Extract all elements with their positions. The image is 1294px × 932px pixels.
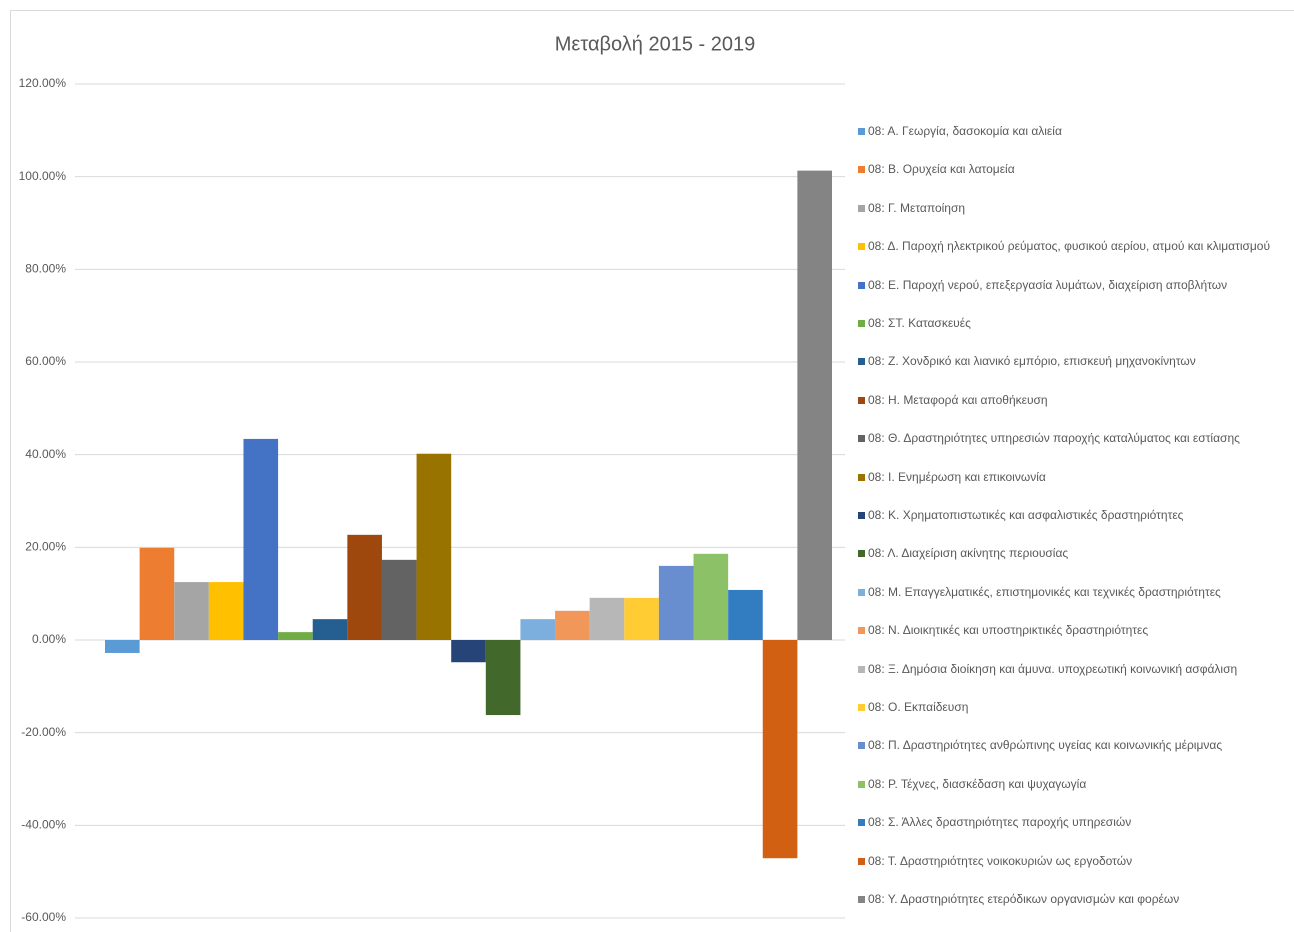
bar [105, 640, 140, 653]
bar [139, 547, 175, 640]
legend-swatch [858, 704, 865, 711]
bar [728, 589, 763, 640]
legend-item: 08: Α. Γεωργία, δασοκομία και αλιεία [858, 124, 1292, 139]
legend-swatch [858, 320, 865, 327]
legend-label: 08: Ε. Παροχή νερού, επεξεργασία λυμάτων… [868, 277, 1228, 292]
legend-item: 08: Ε. Παροχή νερού, επεξεργασία λυμάτων… [858, 278, 1292, 293]
legend-label: 08: Ξ. Δημόσια διοίκηση και άμυνα. υποχρ… [868, 661, 1238, 676]
legend-item: 08: Θ. Δραστηριότητες υπηρεσιών παροχής … [858, 431, 1292, 446]
legend-swatch [858, 166, 865, 174]
legend-label: 08: Β. Ορυχεία και λατομεία [868, 162, 1015, 177]
legend-label: 08: Δ. Παροχή ηλεκτρικού ρεύματος, φυσικ… [868, 239, 1271, 254]
bar [278, 632, 313, 640]
legend-label: 08: Μ. Επαγγελματικές, επιστημονικές και… [868, 584, 1221, 599]
legend-label: 08: Ο. Εκπαίδευση [868, 700, 969, 714]
bar [485, 640, 521, 716]
chart-title: Μεταβολή 2015 - 2019 [555, 33, 755, 55]
legend-label: 08: Γ. Μεταποίηση [868, 200, 966, 215]
legend-swatch [858, 204, 865, 212]
y-tick-label: 20.00% [25, 540, 66, 554]
legend-item: 08: Ν. Διοικητικές και υποστηρικτικές δρ… [858, 623, 1292, 638]
bar [208, 582, 244, 640]
legend-label: 08: Ν. Διοικητικές και υποστηρικτικές δρ… [868, 623, 1149, 638]
legend-item: 08: Δ. Παροχή ηλεκτρικού ρεύματος, φυσικ… [858, 239, 1292, 254]
legend-item: 08: Υ. Δραστηριότητες ετερόδικων οργανισ… [858, 892, 1292, 907]
y-tick-label: -40.00% [21, 818, 66, 832]
legend-item: 08: Π. Δραστηριότητες ανθρώπινης υγείας … [858, 738, 1292, 753]
y-tick-label: -20.00% [21, 725, 66, 739]
legend-label: 08: Θ. Δραστηριότητες υπηρεσιών παροχής … [868, 431, 1240, 446]
legend-swatch [858, 627, 865, 635]
legend-swatch [858, 665, 865, 673]
legend-swatch [858, 512, 865, 519]
legend-swatch [858, 473, 865, 481]
bar [312, 619, 348, 640]
legend-swatch [858, 396, 865, 404]
legend-item: 08: ΣΤ. Κατασκευές [858, 316, 1292, 331]
bar [174, 582, 209, 640]
legend-item: 08: Ι. Ενημέρωση και επικοινωνία [858, 470, 1292, 485]
legend-swatch [858, 588, 865, 596]
legend-item: 08: Γ. Μεταποίηση [858, 201, 1292, 216]
legend-label: 08: ΣΤ. Κατασκευές [868, 316, 971, 330]
bar [762, 640, 798, 859]
bar [347, 534, 382, 640]
legend-item: 08: Ο. Εκπαίδευση [858, 700, 1292, 715]
legend-item: 08: Λ. Διαχείριση ακίνητης περιουσίας [858, 546, 1292, 561]
legend-label: 08: Λ. Διαχείριση ακίνητης περιουσίας [868, 546, 1069, 561]
bar [451, 640, 486, 663]
legend-swatch [858, 550, 865, 558]
legend-label: 08: Κ. Χρηματοπιστωτικές και ασφαλιστικέ… [868, 508, 1184, 522]
bar [797, 170, 832, 641]
legend-label: 08: Α. Γεωργία, δασοκομία και αλιεία [868, 124, 1062, 138]
legend-item: 08: Β. Ορυχεία και λατομεία [858, 162, 1292, 177]
bar [589, 597, 625, 640]
legend-item: 08: Ρ. Τέχνες, διασκέδαση και ψυχαγωγία [858, 777, 1292, 792]
legend-item: 08: Ξ. Δημόσια διοίκηση και άμυνα. υποχρ… [858, 662, 1292, 677]
legend-swatch [858, 780, 865, 788]
chart-border [10, 10, 1294, 932]
legend-label: 08: Π. Δραστηριότητες ανθρώπινης υγείας … [868, 738, 1223, 753]
legend-swatch [858, 857, 865, 865]
legend-label: 08: Ρ. Τέχνες, διασκέδαση και ψυχαγωγία [868, 776, 1087, 791]
bar [693, 553, 729, 640]
bar [624, 597, 659, 640]
legend-swatch [858, 128, 865, 135]
legend-label: 08: Ζ. Χονδρικό και λιανικό εμπόριο, επι… [868, 354, 1196, 369]
bar [520, 619, 556, 640]
bar [243, 438, 279, 640]
y-tick-label: -60.00% [21, 910, 66, 924]
bar [658, 565, 694, 640]
legend-item: 08: Σ. Άλλες δραστηριότητες παροχής υπηρ… [858, 815, 1292, 830]
legend-swatch [858, 435, 865, 443]
legend-swatch [858, 358, 865, 366]
legend-item: 08: Κ. Χρηματοπιστωτικές και ασφαλιστικέ… [858, 508, 1292, 523]
y-tick-label: 80.00% [25, 262, 66, 276]
bar [416, 453, 452, 640]
y-tick-label: 120.00% [19, 76, 67, 90]
legend-label: 08: Σ. Άλλες δραστηριότητες παροχής υπηρ… [868, 815, 1132, 830]
legend-label: 08: Ι. Ενημέρωση και επικοινωνία [868, 469, 1046, 484]
legend-swatch [858, 742, 865, 750]
bar [381, 559, 417, 640]
legend-label: 08: Υ. Δραστηριότητες ετερόδικων οργανισ… [868, 892, 1180, 906]
legend-swatch [858, 243, 865, 251]
legend-item: 08: Μ. Επαγγελματικές, επιστημονικές και… [858, 585, 1292, 600]
legend-swatch [858, 281, 865, 289]
y-tick-label: 40.00% [25, 447, 66, 461]
legend-swatch [858, 819, 865, 827]
legend-item: 08: Ζ. Χονδρικό και λιανικό εμπόριο, επι… [858, 354, 1292, 369]
y-tick-label: 100.00% [19, 169, 67, 183]
y-tick-label: 0.00% [32, 632, 66, 646]
legend-item: 08: Τ. Δραστηριότητες νοικοκυριών ως εργ… [858, 854, 1292, 869]
y-tick-label: 60.00% [25, 354, 66, 368]
bar [555, 610, 590, 640]
legend-swatch [858, 896, 865, 903]
legend-item: 08: Η. Μεταφορά και αποθήκευση [858, 393, 1292, 408]
legend-label: 08: Τ. Δραστηριότητες νοικοκυριών ως εργ… [868, 853, 1133, 868]
legend-label: 08: Η. Μεταφορά και αποθήκευση [868, 392, 1048, 407]
